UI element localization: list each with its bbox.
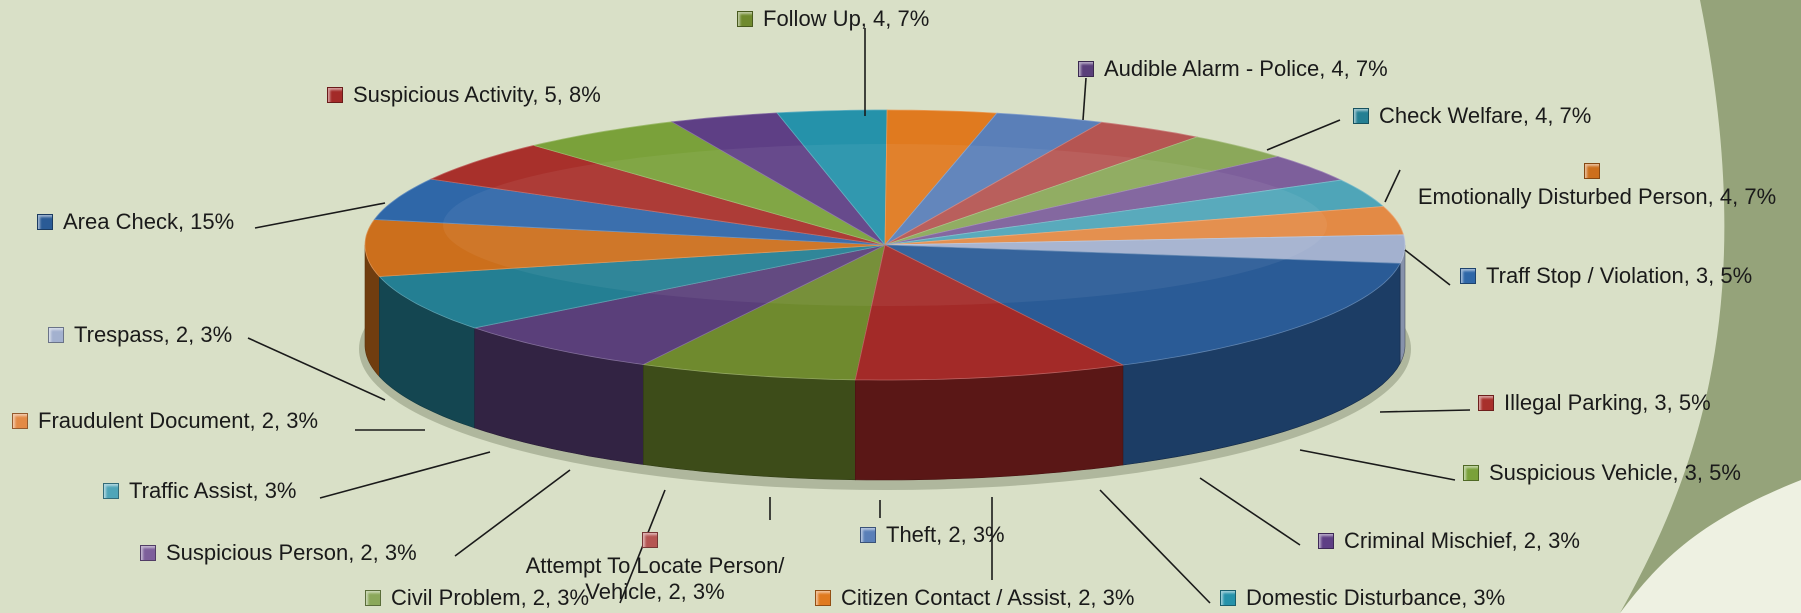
legend-marker-civil-problem xyxy=(365,590,381,606)
data-label-traff-stop-violation: Traff Stop / Violation, 3, 5% xyxy=(1460,263,1752,289)
pie-slice-area-check xyxy=(884,244,1401,366)
data-label-area-check: Area Check, 15% xyxy=(37,209,234,235)
data-label-text-check-welfare: Check Welfare, 4, 7% xyxy=(1379,103,1592,128)
pie-slice-suspicious-person xyxy=(884,156,1343,246)
data-label-domestic-disturbance: Domestic Disturbance, 3% xyxy=(1220,585,1505,611)
legend-marker-audible-alarm-police xyxy=(1078,61,1094,77)
legend-marker-theft xyxy=(860,527,876,543)
legend-marker-suspicious-activity xyxy=(327,87,343,103)
pie-slice-check-welfare xyxy=(378,244,886,329)
pie-slice-domestic-disturbance xyxy=(776,109,888,247)
leader-line-audible-alarm-police xyxy=(1082,77,1087,121)
data-label-text-audible-alarm-police: Audible Alarm - Police, 4, 7% xyxy=(1104,56,1388,81)
legend-marker-check-welfare xyxy=(1353,108,1369,124)
data-label-citizen-contact-assist: Citizen Contact / Assist, 2, 3% xyxy=(815,585,1134,611)
legend-marker-criminal-mischief xyxy=(1318,533,1334,549)
data-label-text-follow-up: Follow Up, 4, 7% xyxy=(763,6,930,31)
data-label-audible-alarm-police: Audible Alarm - Police, 4, 7% xyxy=(1078,56,1388,82)
data-label-traffic-assist: Traffic Assist, 3% xyxy=(103,478,297,504)
pie-slice-emotionally-disturbed-person xyxy=(364,219,886,277)
legend-marker-area-check xyxy=(37,214,53,230)
data-label-suspicious-vehicle: Suspicious Vehicle, 3, 5% xyxy=(1463,460,1741,486)
legend-marker-suspicious-person xyxy=(140,545,156,561)
data-label-text-suspicious-vehicle: Suspicious Vehicle, 3, 5% xyxy=(1489,460,1741,485)
pie-highlight xyxy=(443,144,1327,306)
data-label-text-citizen-contact-assist: Citizen Contact / Assist, 2, 3% xyxy=(841,585,1135,610)
data-label-illegal-parking: Illegal Parking, 3, 5% xyxy=(1478,390,1711,416)
pie-slice-traffic-assist xyxy=(884,179,1385,246)
pie-side-suspicious-activity xyxy=(855,364,1124,481)
leader-line-trespass xyxy=(247,337,386,401)
pie-slice-suspicious-activity xyxy=(854,244,1125,381)
data-label-text-traffic-assist: Traffic Assist, 3% xyxy=(129,478,297,503)
legend-marker-follow-up xyxy=(737,11,753,27)
leader-line-illegal-parking xyxy=(1379,409,1471,413)
pie-slice-trespass xyxy=(884,234,1406,264)
data-label-follow-up: Follow Up, 4, 7% xyxy=(737,6,929,32)
data-label-text-trespass: Trespass, 2, 3% xyxy=(74,322,233,347)
legend-marker-illegal-parking xyxy=(1478,395,1494,411)
data-label-text-attempt-to-locate-person-vehicle: Attempt To Locate Person/ Vehicle, 2, 3% xyxy=(525,553,785,604)
data-label-fraudulent-document: Fraudulent Document, 2, 3% xyxy=(12,408,318,434)
leader-line-area-check xyxy=(254,202,386,229)
legend-marker-fraudulent-document xyxy=(12,413,28,429)
data-label-emotionally-disturbed-person: Emotionally Disturbed Person, 4, 7% xyxy=(1407,158,1787,210)
data-label-suspicious-person: Suspicious Person, 2, 3% xyxy=(140,540,417,566)
data-label-theft: Theft, 2, 3% xyxy=(860,522,1005,548)
pie-slice-attempt-to-locate-person-vehicle xyxy=(884,121,1199,246)
legend-marker-traff-stop-violation xyxy=(1460,268,1476,284)
pie-slice-civil-problem xyxy=(884,136,1280,246)
data-label-text-emotionally-disturbed-person: Emotionally Disturbed Person, 4, 7% xyxy=(1417,184,1777,209)
data-label-text-suspicious-activity: Suspicious Activity, 5, 8% xyxy=(353,82,601,107)
data-label-text-civil-problem: Civil Problem, 2, 3% xyxy=(391,585,590,610)
data-label-text-traff-stop-violation: Traff Stop / Violation, 3, 5% xyxy=(1486,263,1753,288)
pie-slice-fraudulent-document xyxy=(884,206,1405,246)
leader-line-traffic-assist xyxy=(319,451,491,499)
data-label-text-criminal-mischief: Criminal Mischief, 2, 3% xyxy=(1344,528,1580,553)
legend-marker-traffic-assist xyxy=(103,483,119,499)
pie-slice-theft xyxy=(884,112,1103,246)
leader-line-suspicious-vehicle xyxy=(1299,449,1456,481)
leader-line-traff-stop-violation xyxy=(1404,249,1451,286)
leader-line-suspicious-person xyxy=(454,469,571,557)
background-swoosh-light xyxy=(1620,480,1801,613)
data-label-attempt-to-locate-person-vehicle: Attempt To Locate Person/ Vehicle, 2, 3% xyxy=(490,527,820,605)
pie-slice-illegal-parking xyxy=(429,144,886,246)
data-label-text-theft: Theft, 2, 3% xyxy=(886,522,1005,547)
pie-slice-suspicious-vehicle xyxy=(533,121,886,246)
pie-slice-criminal-mischief xyxy=(670,112,886,246)
legend-marker-trespass xyxy=(48,327,64,343)
pie-slice-audible-alarm-police xyxy=(473,244,886,365)
pie-slice-traff-stop-violation xyxy=(373,178,886,246)
leader-line-emotionally-disturbed-person xyxy=(1384,169,1401,203)
leader-line-check-welfare xyxy=(1266,119,1341,151)
legend-marker-attempt-to-locate-person-vehicle xyxy=(642,532,658,548)
pie-slice-follow-up xyxy=(642,244,886,381)
data-label-text-area-check: Area Check, 15% xyxy=(63,209,235,234)
pie-side-follow-up xyxy=(643,364,856,481)
pie-slice-citizen-contact-assist xyxy=(884,109,998,247)
data-label-criminal-mischief: Criminal Mischief, 2, 3% xyxy=(1318,528,1580,554)
data-label-text-illegal-parking: Illegal Parking, 3, 5% xyxy=(1504,390,1711,415)
data-label-suspicious-activity: Suspicious Activity, 5, 8% xyxy=(327,82,601,108)
data-label-trespass: Trespass, 2, 3% xyxy=(48,322,232,348)
data-label-text-suspicious-person: Suspicious Person, 2, 3% xyxy=(166,540,417,565)
background-swoosh-dark xyxy=(1620,0,1801,613)
data-label-check-welfare: Check Welfare, 4, 7% xyxy=(1353,103,1591,129)
data-label-civil-problem: Civil Problem, 2, 3% xyxy=(365,585,589,611)
data-label-text-fraudulent-document: Fraudulent Document, 2, 3% xyxy=(38,408,319,433)
legend-marker-emotionally-disturbed-person xyxy=(1584,163,1600,179)
legend-marker-suspicious-vehicle xyxy=(1463,465,1479,481)
legend-marker-citizen-contact-assist xyxy=(815,590,831,606)
data-label-text-domestic-disturbance: Domestic Disturbance, 3% xyxy=(1246,585,1506,610)
leader-line-criminal-mischief xyxy=(1199,477,1301,546)
leader-line-domestic-disturbance xyxy=(1099,489,1211,604)
legend-marker-domestic-disturbance xyxy=(1220,590,1236,606)
